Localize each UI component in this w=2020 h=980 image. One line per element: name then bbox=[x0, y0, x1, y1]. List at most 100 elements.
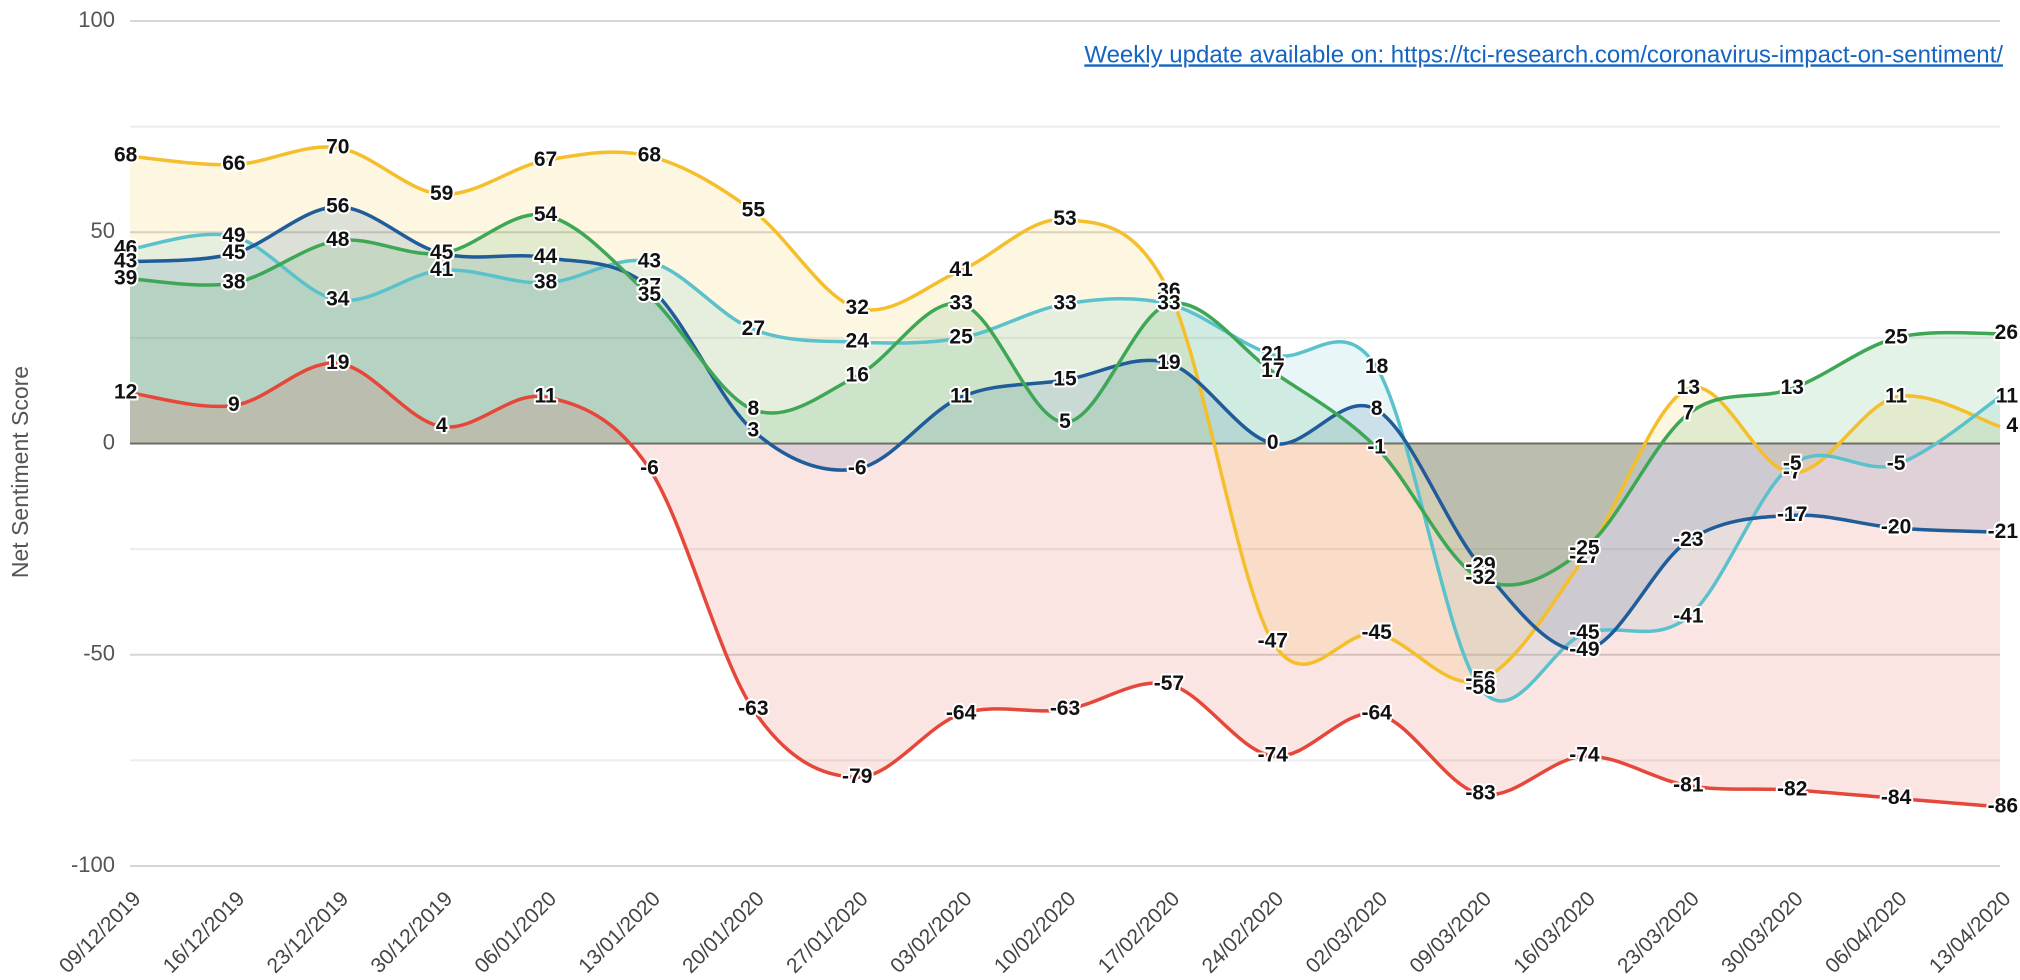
data-label: 44 bbox=[534, 245, 558, 268]
data-label: -74 bbox=[1569, 744, 1600, 767]
data-label: 13 bbox=[1677, 376, 1700, 399]
data-label: 11 bbox=[1885, 385, 1908, 408]
x-tick-label: 30/12/2019 bbox=[367, 887, 458, 978]
series-area bbox=[130, 234, 2000, 702]
y-tick-label: 100 bbox=[78, 7, 115, 32]
data-label: 21 bbox=[1261, 342, 1285, 365]
data-label: 48 bbox=[326, 228, 350, 251]
update-link[interactable]: Weekly update available on: https://tci-… bbox=[1084, 41, 2003, 68]
areas bbox=[130, 146, 2000, 807]
data-label: -82 bbox=[1777, 777, 1807, 800]
data-label: 9 bbox=[228, 393, 240, 416]
data-label: -1 bbox=[1367, 435, 1386, 458]
data-label: 37 bbox=[638, 275, 661, 298]
data-label: 18 bbox=[1365, 355, 1389, 378]
data-label: 45 bbox=[222, 241, 246, 264]
data-label: 7 bbox=[1682, 401, 1694, 424]
series-area bbox=[130, 206, 2000, 651]
data-label: 5 bbox=[1059, 410, 1071, 433]
x-tick-label: 24/02/2020 bbox=[1198, 887, 1289, 978]
grid bbox=[130, 20, 2000, 867]
data-label: -83 bbox=[1465, 782, 1495, 805]
data-label: 36 bbox=[1157, 279, 1180, 302]
x-tick-label: 23/03/2020 bbox=[1613, 887, 1704, 978]
data-label: 8 bbox=[747, 397, 759, 420]
x-tick-label: 06/01/2020 bbox=[470, 887, 561, 978]
x-tick-label: 16/03/2020 bbox=[1509, 887, 1600, 978]
data-label: -25 bbox=[1569, 537, 1600, 560]
data-label: -41 bbox=[1673, 604, 1704, 627]
data-label: 59 bbox=[430, 182, 453, 205]
x-tick-label: 09/03/2020 bbox=[1405, 887, 1496, 978]
x-tick-label: 13/04/2020 bbox=[1925, 887, 2016, 978]
lines bbox=[129, 145, 2001, 809]
data-label: 54 bbox=[534, 203, 558, 226]
data-label: 70 bbox=[326, 135, 349, 158]
data-label: 33 bbox=[1157, 292, 1180, 315]
x-tick-label: 16/12/2019 bbox=[159, 887, 250, 978]
x-tick-label: 27/01/2020 bbox=[782, 887, 873, 978]
data-label: -23 bbox=[1673, 528, 1703, 551]
series-line bbox=[129, 361, 2001, 809]
data-label: -86 bbox=[1988, 794, 2018, 817]
data-label: 26 bbox=[1995, 321, 2018, 344]
data-label: 4 bbox=[2006, 414, 2018, 437]
data-label: -21 bbox=[1988, 520, 2019, 543]
x-tick-label: 09/12/2019 bbox=[55, 887, 146, 978]
y-tick-label: -100 bbox=[71, 852, 115, 877]
y-tick-label: 0 bbox=[103, 429, 115, 454]
data-label: -58 bbox=[1465, 676, 1496, 699]
data-label: -20 bbox=[1881, 516, 1911, 539]
data-label: 32 bbox=[846, 296, 869, 319]
x-tick-label: 17/02/2020 bbox=[1094, 887, 1185, 978]
data-label: 15 bbox=[1053, 368, 1077, 391]
data-label: -84 bbox=[1881, 786, 1912, 809]
data-label: 24 bbox=[846, 330, 870, 353]
data-label: -27 bbox=[1569, 545, 1599, 568]
data-label: -6 bbox=[640, 456, 659, 479]
data-label: -63 bbox=[738, 697, 768, 720]
data-label: -64 bbox=[946, 701, 977, 724]
data-label: 19 bbox=[1157, 351, 1180, 374]
series-area bbox=[130, 146, 2000, 683]
data-label: -6 bbox=[848, 456, 867, 479]
data-label: 55 bbox=[742, 199, 766, 222]
data-label: 3 bbox=[747, 418, 759, 441]
data-label: -5 bbox=[1887, 452, 1906, 475]
data-label: 68 bbox=[638, 144, 662, 167]
x-tick-label: 30/03/2020 bbox=[1717, 887, 1808, 978]
data-label: -57 bbox=[1154, 672, 1184, 695]
data-label: 27 bbox=[742, 317, 765, 340]
x-tick-label: 13/01/2020 bbox=[574, 887, 665, 978]
data-label: 13 bbox=[1781, 376, 1804, 399]
data-label: 41 bbox=[430, 258, 454, 281]
series-line bbox=[129, 232, 2001, 703]
data-label: -74 bbox=[1258, 744, 1289, 767]
data-label: 39 bbox=[114, 266, 137, 289]
data-label: 16 bbox=[846, 363, 869, 386]
data-label: 12 bbox=[114, 380, 137, 403]
data-label: -32 bbox=[1465, 566, 1495, 589]
data-label: 45 bbox=[430, 241, 454, 264]
data-label: 49 bbox=[222, 224, 245, 247]
data-label: -7 bbox=[1783, 461, 1802, 484]
data-label: 45 bbox=[430, 241, 454, 264]
series-line bbox=[129, 212, 2001, 587]
series-line bbox=[129, 145, 2001, 684]
y-tick-label: -50 bbox=[83, 641, 115, 666]
data-label: 33 bbox=[1157, 292, 1180, 315]
data-label: 4 bbox=[436, 414, 448, 437]
data-label: 66 bbox=[222, 152, 245, 175]
data-label: 34 bbox=[326, 287, 350, 310]
data-label: -64 bbox=[1361, 701, 1392, 724]
data-label: -5 bbox=[1783, 452, 1802, 475]
data-label: -79 bbox=[842, 765, 872, 788]
y-tick-label: 50 bbox=[91, 218, 115, 243]
data-label: -56 bbox=[1465, 668, 1495, 691]
x-tick-label: 10/02/2020 bbox=[990, 887, 1081, 978]
data-label: 11 bbox=[534, 385, 557, 408]
data-label: 11 bbox=[950, 385, 973, 408]
data-label: 11 bbox=[1996, 385, 2019, 408]
data-label: 53 bbox=[1053, 207, 1076, 230]
